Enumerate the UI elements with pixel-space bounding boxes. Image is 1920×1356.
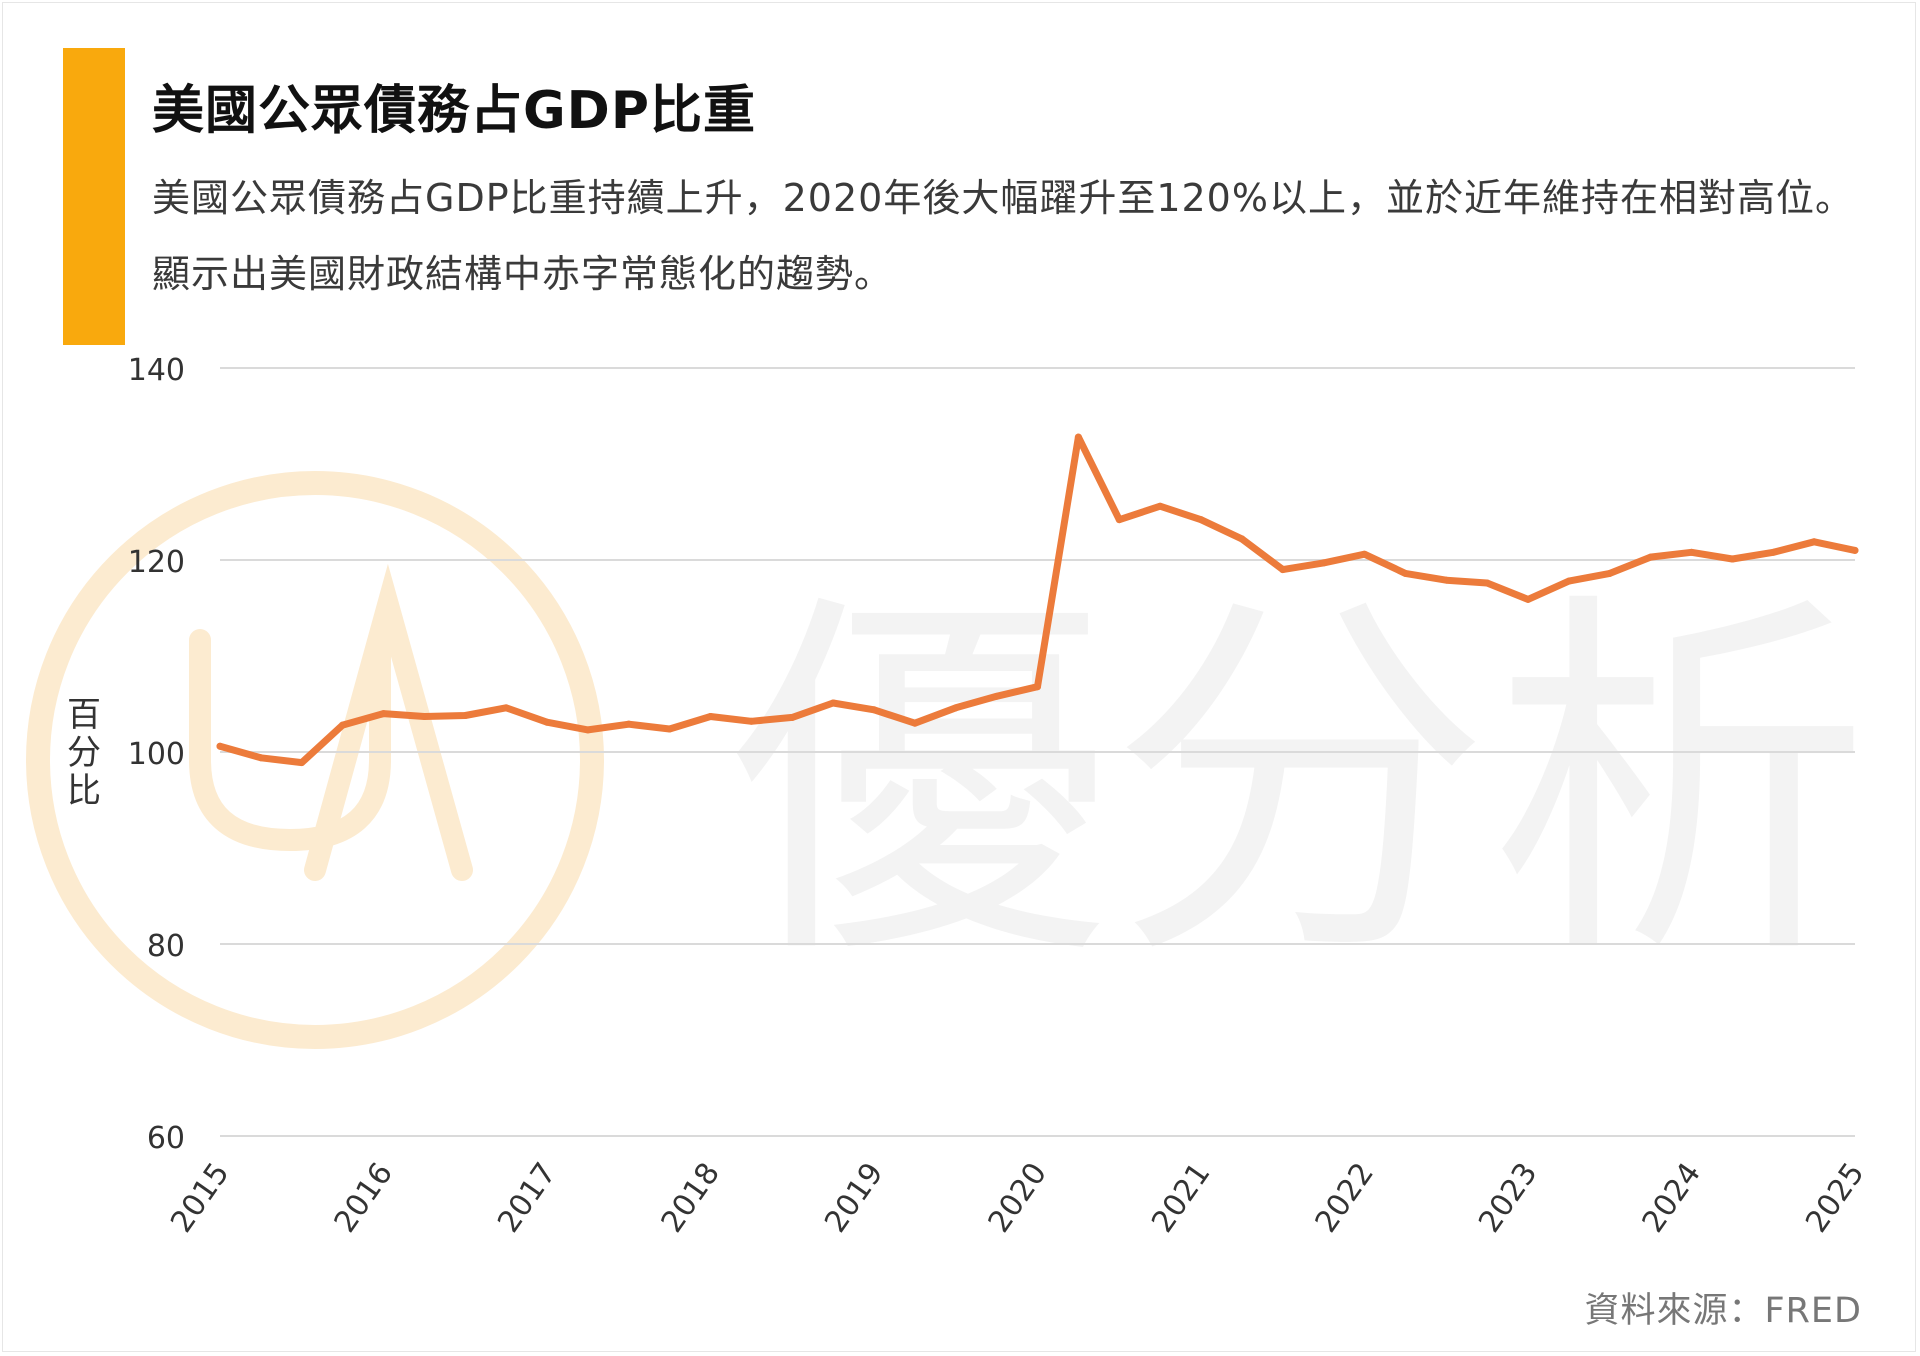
data-point bbox=[1524, 595, 1532, 603]
data-point bbox=[1647, 553, 1655, 561]
x-tick-label: 2015 bbox=[164, 1157, 236, 1240]
data-point bbox=[1769, 548, 1777, 556]
watermark-u-mark bbox=[189, 629, 391, 852]
y-tick-label: 120 bbox=[128, 545, 185, 580]
data-point bbox=[1483, 579, 1491, 587]
data-point bbox=[1197, 516, 1205, 524]
x-tick-label: 2025 bbox=[1799, 1157, 1871, 1240]
data-point bbox=[666, 725, 674, 733]
data-point bbox=[1034, 683, 1041, 691]
y-tick-label: 140 bbox=[128, 353, 185, 388]
data-point bbox=[707, 712, 714, 720]
x-tick-label: 2016 bbox=[328, 1157, 400, 1240]
data-point bbox=[257, 754, 265, 762]
watermark-ring bbox=[26, 471, 604, 1049]
data-point bbox=[543, 718, 551, 726]
title-accent-bar bbox=[63, 48, 125, 345]
data-point bbox=[829, 699, 837, 707]
x-tick-label: 2023 bbox=[1472, 1157, 1544, 1240]
data-point bbox=[1361, 550, 1368, 558]
x-tick-label: 2017 bbox=[491, 1157, 563, 1240]
y-tick-label: 100 bbox=[128, 737, 185, 772]
x-tick-label: 2022 bbox=[1309, 1157, 1381, 1240]
source-note: 資料來源：FRED bbox=[1584, 1291, 1862, 1331]
data-point bbox=[1688, 548, 1695, 556]
data-point bbox=[420, 712, 428, 720]
grid-lines bbox=[220, 367, 1855, 1137]
x-tick-label: 2018 bbox=[655, 1157, 727, 1240]
watermark-a-mark bbox=[304, 563, 473, 881]
data-point bbox=[1279, 566, 1287, 574]
data-point bbox=[1606, 569, 1614, 577]
data-point bbox=[1851, 546, 1859, 554]
data-point bbox=[1810, 538, 1818, 546]
watermark-logo: 優分析 bbox=[26, 471, 1870, 1049]
data-point bbox=[1401, 569, 1409, 577]
data-point bbox=[339, 721, 347, 729]
x-tick-label: 2021 bbox=[1145, 1157, 1217, 1240]
y-tick-label: 80 bbox=[147, 929, 185, 964]
data-point bbox=[911, 719, 919, 727]
data-point bbox=[502, 704, 510, 712]
x-axis-ticks: 2015 2016 2017 2018 2019 2020 2021 2022 2023 2024… bbox=[164, 1157, 1871, 1240]
data-point bbox=[216, 742, 224, 750]
data-point bbox=[461, 712, 469, 720]
page-title: 美國公眾債務占GDP比重 bbox=[152, 81, 756, 141]
data-points bbox=[216, 433, 1859, 767]
x-tick-label: 2020 bbox=[982, 1157, 1054, 1240]
data-point bbox=[1074, 433, 1082, 441]
data-point bbox=[1238, 535, 1246, 543]
data-point bbox=[993, 692, 1001, 700]
data-point bbox=[1565, 577, 1573, 585]
page-subtitle: 美國公眾債務占GDP比重持續上升，2020年後大幅躍升至120%以上，並於近年維… bbox=[152, 176, 1854, 296]
data-point bbox=[1728, 555, 1736, 563]
data-point bbox=[788, 713, 796, 721]
y-tick-label: 60 bbox=[147, 1121, 185, 1156]
x-tick-label: 2019 bbox=[818, 1157, 890, 1240]
data-point bbox=[1442, 576, 1450, 584]
data-point bbox=[625, 720, 633, 728]
watermark-text: 優分析 bbox=[730, 562, 1870, 1005]
data-point bbox=[1320, 559, 1328, 567]
data-point bbox=[952, 704, 960, 712]
data-point bbox=[1156, 502, 1164, 510]
y-axis-ticks: 60 80 100 120 140 bbox=[128, 353, 185, 1156]
data-point bbox=[870, 706, 878, 714]
data-point bbox=[1115, 516, 1123, 524]
x-tick-label: 2024 bbox=[1636, 1157, 1708, 1240]
data-point bbox=[584, 726, 592, 734]
data-point bbox=[380, 710, 387, 718]
y-axis-label: 百分比 bbox=[67, 695, 101, 811]
data-point bbox=[747, 717, 755, 725]
data-point bbox=[298, 759, 306, 767]
